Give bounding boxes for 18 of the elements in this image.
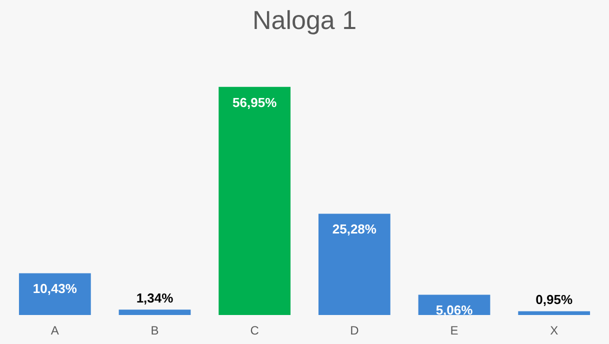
bar — [118, 310, 191, 315]
bar — [318, 214, 390, 315]
x-tick-label: A — [50, 324, 59, 338]
bar — [218, 86, 291, 315]
x-tick-label: C — [250, 324, 260, 338]
x-tick-label: D — [350, 324, 360, 338]
bar — [18, 273, 91, 315]
data-label: 25,28% — [332, 222, 377, 237]
x-tick-label: E — [450, 324, 458, 338]
x-tick-label: X — [550, 324, 558, 338]
data-label: 1,34% — [136, 290, 174, 306]
data-label: 5,06% — [436, 302, 474, 318]
data-label: 0,95% — [536, 292, 573, 308]
bar — [518, 311, 590, 315]
data-label: 10,43% — [32, 281, 78, 296]
data-label: 56,95% — [232, 94, 278, 110]
chart-title: Naloga 1 — [252, 5, 357, 35]
x-tick-label: B — [150, 324, 159, 338]
